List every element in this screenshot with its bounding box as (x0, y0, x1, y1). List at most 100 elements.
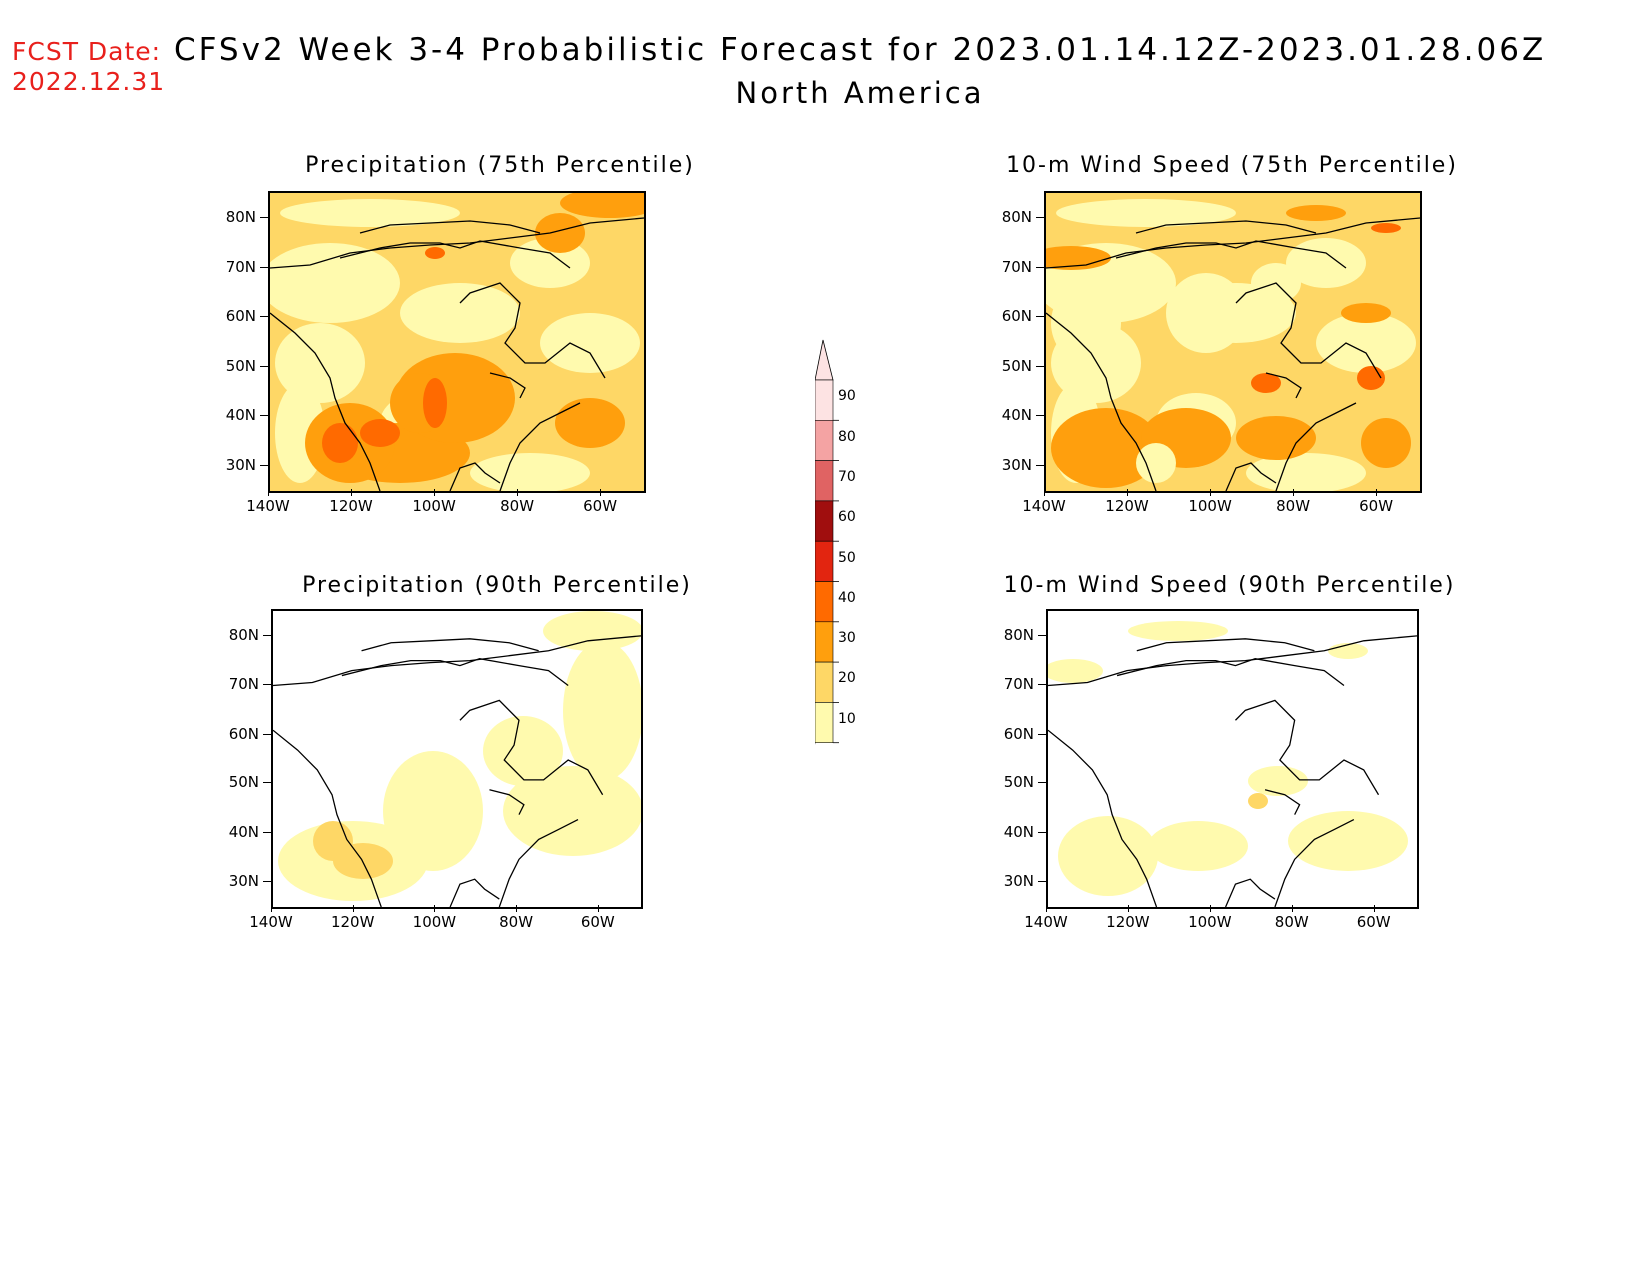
yellow-patch (1248, 793, 1268, 809)
coastline (1046, 217, 1420, 269)
lon-label: 60W (1356, 913, 1391, 931)
light-patch (1128, 621, 1228, 641)
map-graphic (273, 611, 641, 907)
lon-label: 60W (583, 497, 618, 515)
lat-label: 50N (1003, 773, 1034, 792)
lat-label: 80N (228, 625, 259, 644)
lat-label: 80N (1001, 207, 1032, 226)
lon-tick (352, 905, 354, 912)
panel-title: Precipitation (75th Percentile) (305, 153, 695, 178)
map-area (1046, 609, 1419, 909)
colorbar-label: 20 (838, 670, 856, 687)
yellow-patch (313, 821, 353, 861)
light-patch (503, 766, 641, 856)
coastline (1136, 638, 1315, 652)
colorbar-label: 80 (838, 428, 856, 445)
coastline (1235, 699, 1380, 796)
lat-tick (260, 216, 268, 218)
lon-label: 120W (1105, 497, 1149, 515)
coastline (459, 699, 604, 796)
coastline (489, 789, 525, 815)
lon-label: 100W (1188, 913, 1232, 931)
light-patch (275, 323, 365, 403)
colorbar-segment (815, 621, 834, 663)
lat-tick (1036, 415, 1044, 417)
lon-tick (434, 489, 436, 496)
lon-label: 80W (1276, 497, 1311, 515)
lat-label: 40N (1003, 822, 1034, 841)
lat-label: 30N (1001, 456, 1032, 475)
light-patch (1048, 659, 1103, 683)
lon-tick (1209, 905, 1211, 912)
coastline (1048, 635, 1417, 687)
light-patch (1316, 313, 1416, 373)
lon-label: 140W (1022, 497, 1066, 515)
light-patch (270, 243, 400, 323)
light-patch (383, 751, 483, 871)
lat-tick (260, 316, 268, 318)
colorbar-label: 60 (838, 509, 856, 526)
lon-label: 140W (246, 497, 290, 515)
dark-orange-patch (360, 419, 400, 447)
lat-tick (1038, 733, 1046, 735)
light-patch (1058, 816, 1158, 896)
coastline (1274, 819, 1355, 907)
coastline (359, 220, 541, 234)
light-patch (280, 199, 460, 227)
lat-label: 40N (228, 822, 259, 841)
lat-label: 50N (228, 773, 259, 792)
lon-tick (1127, 489, 1129, 496)
lon-tick (1210, 489, 1212, 496)
dark-orange-patch (425, 247, 445, 259)
lat-label: 60N (228, 724, 259, 743)
lat-tick (1036, 266, 1044, 268)
coastline (1264, 789, 1301, 815)
light-patch (1051, 283, 1121, 363)
lat-tick (1036, 365, 1044, 367)
light-patch (483, 716, 563, 786)
lat-tick (260, 266, 268, 268)
light-patch (1288, 811, 1408, 871)
lat-label: 80N (225, 207, 256, 226)
colorbar-top-cap (815, 339, 834, 381)
coastline (273, 635, 641, 687)
lon-tick (271, 905, 272, 912)
lon-label: 60W (1359, 497, 1394, 515)
coastline (361, 638, 539, 652)
lon-label: 120W (1106, 913, 1150, 931)
lat-tick (1038, 831, 1046, 833)
panel-title: Precipitation (90th Percentile) (302, 573, 692, 598)
light-patch (1136, 443, 1176, 483)
coastline (459, 282, 606, 379)
page-title: CFSv2 Week 3-4 Probabilistic Forecast fo… (174, 32, 1547, 68)
orange-patch (1286, 205, 1346, 221)
light-patch (563, 641, 641, 781)
orange-patch (555, 398, 625, 448)
lat-label: 60N (225, 307, 256, 326)
lon-tick (597, 905, 599, 912)
dark-orange-patch (423, 378, 447, 428)
fcst-date-value: 2022.12.31 (12, 67, 166, 96)
lat-label: 60N (1001, 307, 1032, 326)
lon-label: 80W (499, 913, 534, 931)
lat-label: 40N (225, 406, 256, 425)
light-patch (543, 611, 641, 651)
page-subtitle: North America (735, 76, 985, 110)
lon-label: 80W (500, 497, 535, 515)
lon-tick (434, 905, 436, 912)
dark-orange-patch (322, 423, 358, 463)
lon-tick (1044, 489, 1045, 496)
coastline (270, 217, 644, 269)
panel-title: 10-m Wind Speed (90th Percentile) (1003, 573, 1456, 598)
colorbar-segment (815, 379, 834, 421)
lat-tick (260, 415, 268, 417)
lat-tick (1036, 316, 1044, 318)
lat-label: 50N (1001, 356, 1032, 375)
coastline (1048, 729, 1158, 907)
lat-tick (260, 365, 268, 367)
light-patch (1148, 821, 1248, 871)
coastline (1135, 220, 1317, 234)
lon-tick (268, 489, 269, 496)
coastline (449, 878, 500, 907)
lon-label: 100W (412, 913, 457, 931)
